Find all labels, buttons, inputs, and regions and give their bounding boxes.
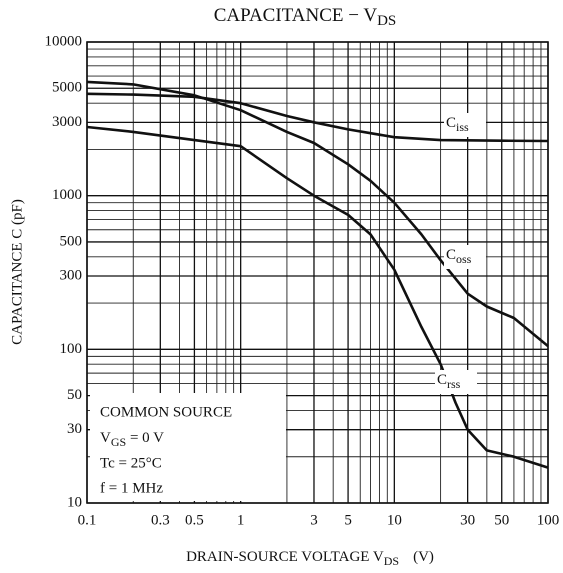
y-tick-label: 3000 xyxy=(52,114,82,130)
y-tick-label: 30 xyxy=(67,421,82,437)
annotation-text: Tc = 25°C xyxy=(100,455,162,471)
curve xyxy=(86,125,549,469)
y-axis-label: CAPACITANCE C (pF) xyxy=(9,199,25,345)
y-tick-label: 100 xyxy=(60,341,83,357)
series-label-sub: rss xyxy=(447,377,461,391)
x-tick-label: 100 xyxy=(537,512,560,528)
plot-frame xyxy=(86,41,549,504)
x-tick-label: 3 xyxy=(310,512,318,528)
x-tick-label: 30 xyxy=(460,512,475,528)
curve xyxy=(86,80,549,348)
series-label-sub: oss xyxy=(456,252,472,266)
y-tick-label: 5000 xyxy=(52,80,82,96)
curve xyxy=(86,92,549,143)
annotation-text: f = 1 MHz xyxy=(100,480,163,496)
series-label: Ciss xyxy=(446,115,469,133)
annotation-text: VGS = 0 V xyxy=(100,430,164,448)
x-tick-label: 10 xyxy=(387,512,402,528)
y-tick-label: 1000 xyxy=(52,187,82,203)
annotation-box xyxy=(90,393,286,501)
x-tick-label: 0.3 xyxy=(151,512,170,528)
series-label: Coss xyxy=(446,247,472,265)
x-tick-label: 1 xyxy=(237,512,245,528)
label-bg xyxy=(444,245,486,269)
series-label-main: C xyxy=(446,115,456,131)
x-tick-label: 5 xyxy=(344,512,352,528)
annotation-sub: GS xyxy=(111,435,126,449)
x-tick-label: 0.1 xyxy=(78,512,97,528)
label-bg xyxy=(435,370,477,394)
series-label-main: C xyxy=(437,372,447,388)
y-tick-label: 10000 xyxy=(45,33,83,49)
chart-title: CAPACITANCE − VDS xyxy=(214,5,397,29)
y-tick-label: 500 xyxy=(60,233,83,249)
x-tick-label: 50 xyxy=(494,512,509,528)
label-bg xyxy=(444,113,486,137)
y-tick-label: 10 xyxy=(67,494,82,510)
annotation-text: COMMON SOURCE xyxy=(100,404,232,420)
series-label-main: C xyxy=(446,247,456,263)
y-tick-label: 300 xyxy=(60,267,83,283)
y-tick-label: 50 xyxy=(67,387,82,403)
x-axis-label: DRAIN-SOURCE VOLTAGE VDS (V) xyxy=(186,549,434,567)
annotation-part: = 0 V xyxy=(126,430,164,446)
series-label: Crss xyxy=(437,372,461,390)
series-label-sub: iss xyxy=(456,120,469,134)
x-tick-label: 0.5 xyxy=(185,512,204,528)
annotation-part: V xyxy=(100,430,111,446)
